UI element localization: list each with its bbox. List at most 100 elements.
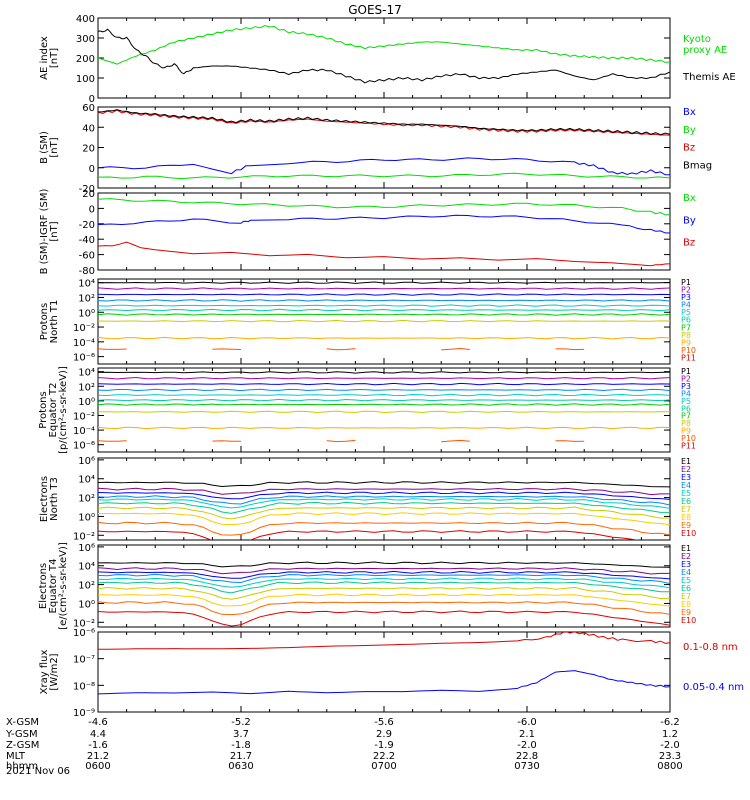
orbit-value: 0730 xyxy=(514,761,539,772)
panel-frame xyxy=(97,631,671,713)
orbit-value: 2.1 xyxy=(519,729,535,740)
channel-line-p11 xyxy=(403,455,432,456)
panel-pequator: 10⁴ 10² 10⁰ 10⁻² 10⁻⁴ 10⁻⁶ ProtonsEquator T2[p… xyxy=(38,366,696,456)
channel-line-e5 xyxy=(98,577,670,589)
channel-line-e2 xyxy=(98,487,670,496)
panel-frame xyxy=(97,192,671,271)
channel-label: E2 xyxy=(681,552,691,561)
y-tick-label: 10⁰ xyxy=(78,599,95,610)
orbit-value: -6.2 xyxy=(660,717,680,728)
channel-line-p9 xyxy=(98,426,670,430)
channel-line-p11 xyxy=(518,455,547,456)
legend-entry: Themis AE xyxy=(682,72,736,83)
channel-label: E6 xyxy=(681,584,691,593)
series-line-themis-ae xyxy=(98,28,670,84)
channel-label: E8 xyxy=(681,513,691,522)
channel-line-p10 xyxy=(555,440,585,442)
channel-line-p10 xyxy=(441,439,470,443)
series-group xyxy=(98,561,670,627)
channel-label: P11 xyxy=(681,353,696,362)
channel-line-e10 xyxy=(98,610,670,627)
y-tick-label: 10⁻² xyxy=(73,618,95,629)
channel-label: P6 xyxy=(681,404,691,413)
channel-label: E4 xyxy=(681,481,691,490)
y-tick-label: 10⁻⁶ xyxy=(73,628,95,639)
legend-entry: Bz xyxy=(683,143,695,154)
channel-line-p9 xyxy=(98,336,670,340)
y-tick-label: 10⁻⁴ xyxy=(73,426,95,437)
series-group xyxy=(98,371,670,456)
y-tick-label: 10⁻² xyxy=(73,323,95,334)
channel-line-e7 xyxy=(98,506,670,520)
series-group xyxy=(98,481,670,540)
channel-line-e9 xyxy=(98,601,670,616)
channel-label: P11 xyxy=(681,442,696,451)
y-tick-label: 10⁻⁸ xyxy=(73,681,95,692)
channel-line-e9 xyxy=(98,521,670,536)
channel-line-e1 xyxy=(98,561,670,568)
series-group xyxy=(98,24,670,84)
channel-line-p3 xyxy=(98,382,670,386)
panel-bsm: -20 0 20 40 60 B (SM)[nT] Bx By Bz Bmag xyxy=(39,103,712,195)
orbit-value: 3.7 xyxy=(233,729,249,740)
legend-entry: Kyoto proxy AE xyxy=(683,34,727,56)
legend-entry: By xyxy=(683,215,696,226)
channel-line-p1 xyxy=(98,371,670,374)
channel-label: E3 xyxy=(681,473,691,482)
channel-line-e5 xyxy=(98,497,670,509)
panel-frame xyxy=(97,544,671,628)
orbit-value: -6.0 xyxy=(517,717,537,728)
series-line-bx xyxy=(98,157,670,176)
orbit-row-label: Z-GSM xyxy=(6,740,39,751)
y-tick-label: 10⁴ xyxy=(78,368,95,379)
y-tick-label: 10² xyxy=(78,382,95,393)
series-line-bmag xyxy=(98,109,670,136)
orbit-row-label: hhmm xyxy=(6,761,38,772)
channel-label: P9 xyxy=(681,427,691,436)
channel-label: P1 xyxy=(681,278,691,287)
orbit-value: -1.9 xyxy=(374,740,394,751)
channel-label: E1 xyxy=(681,544,691,553)
channel-line-p2 xyxy=(98,287,670,290)
channel-label: E2 xyxy=(681,465,691,474)
y-axis-label: ProtonsNorth T1 xyxy=(39,300,60,344)
y-axis-label: ElectronsNorth T3 xyxy=(39,476,60,522)
plot-title: GOES-17 xyxy=(348,3,402,17)
channel-label: E10 xyxy=(681,616,696,625)
panel-frame xyxy=(97,367,671,453)
y-tick-label: 100 xyxy=(76,74,95,85)
orbit-value: 0800 xyxy=(657,761,682,772)
panel-frame xyxy=(97,17,671,99)
channel-line-p4 xyxy=(98,299,670,302)
y-tick-label: 10⁴ xyxy=(78,562,95,573)
series-group xyxy=(98,198,670,267)
channel-label: E9 xyxy=(681,608,691,617)
orbit-value: 0600 xyxy=(85,761,110,772)
series-line-0.1-0.8-nm xyxy=(98,632,670,650)
channel-line-e8 xyxy=(98,593,670,607)
y-tick-label: 20 xyxy=(82,189,95,200)
y-tick-label: 10⁴ xyxy=(78,279,95,290)
y-tick-label: -80 xyxy=(79,266,95,277)
channel-line-p5 xyxy=(98,304,670,307)
panel-ae: 0 100 200 300 400 AE index[nT] Kyoto proxy AE Th… xyxy=(39,14,736,105)
y-axis-label: ElectronsEquator T4[e/(cm²-s-sr-keV)] xyxy=(38,542,69,630)
channel-line-e4 xyxy=(98,573,670,585)
y-tick-label: 200 xyxy=(76,54,95,65)
orbit-value: 21.7 xyxy=(230,751,252,762)
series-group xyxy=(98,109,670,180)
channel-line-p4 xyxy=(98,388,670,392)
y-tick-label: 10⁶ xyxy=(78,456,95,467)
channel-line-e3 xyxy=(98,570,670,580)
y-axis-label: B (SM)[nT] xyxy=(39,131,60,164)
channel-line-p5 xyxy=(98,393,670,397)
orbit-value: 0630 xyxy=(228,761,253,772)
channel-label: P5 xyxy=(681,397,691,406)
series-line-bz xyxy=(98,241,670,267)
channel-label: P4 xyxy=(681,301,691,310)
y-tick-label: 10⁻⁷ xyxy=(73,655,95,666)
y-tick-label: 10⁻² xyxy=(73,411,95,422)
channel-label: E3 xyxy=(681,560,691,569)
